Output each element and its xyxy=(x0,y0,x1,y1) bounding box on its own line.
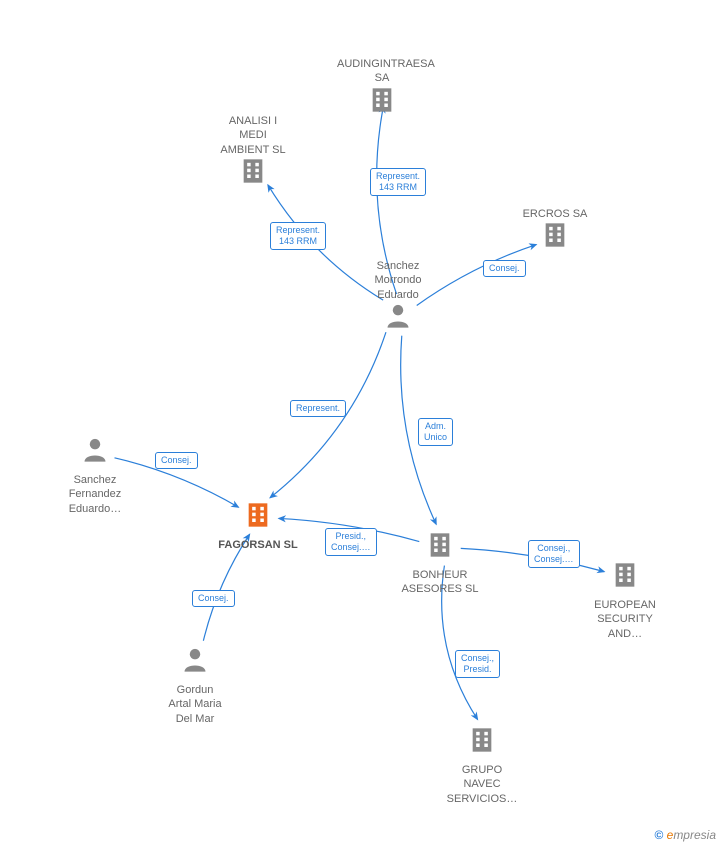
person-icon xyxy=(181,646,209,679)
node-label: ERCROS SA xyxy=(510,207,600,221)
node-sanchez_m[interactable]: SanchezMorrondoEduardo xyxy=(353,255,443,335)
edge-label[interactable]: Represent.143 RRM xyxy=(270,222,326,250)
node-gordun[interactable]: GordunArtal MariaDel Mar xyxy=(150,646,240,726)
building-icon xyxy=(611,561,639,594)
node-bonheur[interactable]: BONHEURASESORES SL xyxy=(395,531,485,597)
node-label: ANALISI IMEDIAMBIENT SL xyxy=(208,114,298,157)
person-icon xyxy=(81,436,109,469)
node-label: BONHEURASESORES SL xyxy=(395,568,485,597)
person-icon xyxy=(384,302,412,335)
node-analisi[interactable]: ANALISI IMEDIAMBIENT SL xyxy=(208,110,298,190)
node-label: SanchezFernandezEduardo… xyxy=(50,473,140,516)
edge-label[interactable]: Presid.,Consej.… xyxy=(325,528,377,556)
building-icon xyxy=(239,157,267,190)
brand-name: mpresia xyxy=(673,828,716,842)
node-label: EUROPEANSECURITYAND… xyxy=(580,598,670,641)
node-label: GRUPONAVECSERVICIOS… xyxy=(437,763,527,806)
edge-label[interactable]: Represent.143 RRM xyxy=(370,168,426,196)
node-label: AUDINGINTRAESA SA xyxy=(337,57,427,86)
network-canvas xyxy=(0,0,728,850)
edge-label[interactable]: Represent. xyxy=(290,400,346,417)
building-icon xyxy=(541,221,569,254)
node-ercros[interactable]: ERCROS SA xyxy=(510,203,600,254)
node-label: GordunArtal MariaDel Mar xyxy=(150,683,240,726)
edge-label[interactable]: Consej.,Presid. xyxy=(455,650,500,678)
node-label: SanchezMorrondoEduardo xyxy=(353,259,443,302)
node-sanchez_f[interactable]: SanchezFernandezEduardo… xyxy=(50,436,140,516)
edge-label[interactable]: Consej. xyxy=(155,452,198,469)
node-fagorsan[interactable]: FAGORSAN SL xyxy=(213,501,303,552)
watermark: © empresia xyxy=(654,828,716,842)
node-audingi[interactable]: AUDINGINTRAESA SA xyxy=(337,53,427,119)
edge-label[interactable]: Consej. xyxy=(483,260,526,277)
edge-label[interactable]: Adm.Unico xyxy=(418,418,453,446)
node-grupo[interactable]: GRUPONAVECSERVICIOS… xyxy=(437,726,527,806)
node-european[interactable]: EUROPEANSECURITYAND… xyxy=(580,561,670,641)
building-icon xyxy=(244,501,272,534)
building-icon xyxy=(468,726,496,759)
copyright-symbol: © xyxy=(654,828,663,842)
edge-label[interactable]: Consej.,Consej.… xyxy=(528,540,580,568)
building-icon xyxy=(426,531,454,564)
building-icon xyxy=(368,86,396,119)
edge-label[interactable]: Consej. xyxy=(192,590,235,607)
node-label: FAGORSAN SL xyxy=(213,538,303,552)
